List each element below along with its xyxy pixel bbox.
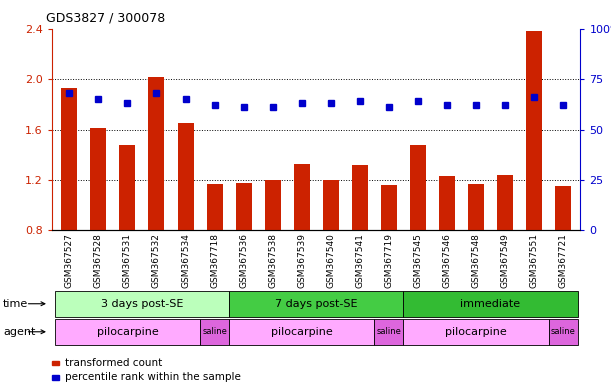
Bar xyxy=(410,145,426,230)
Text: percentile rank within the sample: percentile rank within the sample xyxy=(65,372,241,382)
Text: saline: saline xyxy=(202,327,227,336)
Text: pilocarpine: pilocarpine xyxy=(97,327,158,337)
Bar xyxy=(148,77,164,230)
Text: pilocarpine: pilocarpine xyxy=(445,327,507,337)
Bar xyxy=(236,182,252,230)
Bar xyxy=(61,88,78,230)
Bar xyxy=(497,175,513,230)
Bar xyxy=(120,145,136,230)
Bar xyxy=(207,184,222,230)
Bar xyxy=(439,176,455,230)
Text: saline: saline xyxy=(551,327,576,336)
Bar xyxy=(381,185,397,230)
Text: 7 days post-SE: 7 days post-SE xyxy=(275,299,357,309)
Bar xyxy=(352,165,368,230)
Text: immediate: immediate xyxy=(460,299,521,309)
Text: agent: agent xyxy=(3,327,35,337)
Text: 3 days post-SE: 3 days post-SE xyxy=(101,299,183,309)
Text: time: time xyxy=(3,299,28,309)
Bar xyxy=(526,31,542,230)
Text: transformed count: transformed count xyxy=(65,358,163,368)
Text: pilocarpine: pilocarpine xyxy=(271,327,332,337)
Bar xyxy=(294,164,310,230)
Bar xyxy=(468,184,484,230)
Bar xyxy=(178,123,194,230)
Bar xyxy=(323,180,338,230)
Bar xyxy=(90,128,106,230)
Bar xyxy=(265,180,280,230)
Bar xyxy=(555,186,571,230)
Text: saline: saline xyxy=(376,327,401,336)
Text: GDS3827 / 300078: GDS3827 / 300078 xyxy=(46,12,165,25)
